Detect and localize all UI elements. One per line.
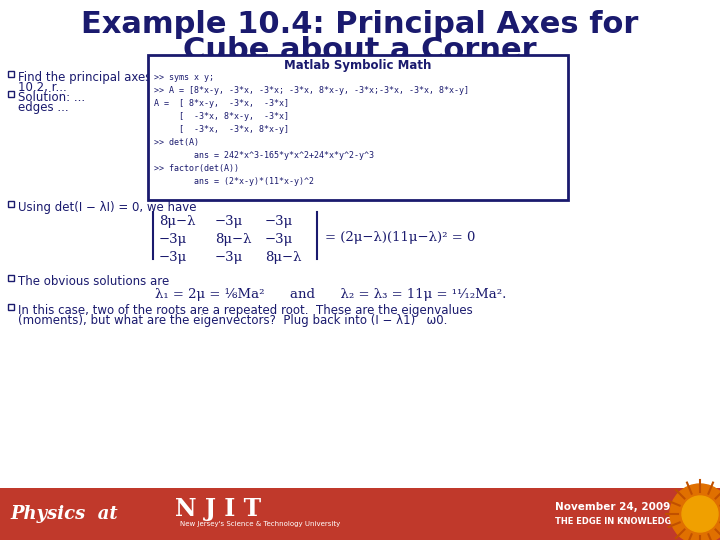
Bar — [0, 488, 720, 540]
Text: = (2μ−λ)(11μ−λ)² = 0: = (2μ−λ)(11μ−λ)² = 0 — [325, 231, 475, 244]
Text: Using det(I − λI) = 0, we have: Using det(I − λI) = 0, we have — [18, 201, 197, 214]
Circle shape — [670, 484, 720, 540]
Text: (moments), but what are the eigenvectors?  Plug back into (I − λ1)   ω0.: (moments), but what are the eigenvectors… — [18, 314, 447, 327]
Bar — [8, 275, 14, 281]
Bar — [8, 201, 14, 207]
Text: −3μ: −3μ — [215, 215, 243, 228]
Text: ans = (2*x-y)*(11*x-y)^2: ans = (2*x-y)*(11*x-y)^2 — [154, 177, 314, 186]
Text: Solution: ...: Solution: ... — [18, 91, 85, 104]
Text: Matlab Symbolic Math: Matlab Symbolic Math — [284, 59, 432, 72]
Text: [  -3*x, 8*x-y,  -3*x]: [ -3*x, 8*x-y, -3*x] — [154, 112, 289, 121]
Text: Find the principal axes and corresponding moments for the cube of Example: Find the principal axes and correspondin… — [18, 71, 471, 84]
Bar — [8, 91, 14, 97]
Text: Example 10.4: Principal Axes for: Example 10.4: Principal Axes for — [81, 10, 639, 39]
Text: >> det(A): >> det(A) — [154, 138, 199, 147]
Text: −3μ: −3μ — [265, 233, 293, 246]
Text: A =  [ 8*x-y,  -3*x,  -3*x]: A = [ 8*x-y, -3*x, -3*x] — [154, 99, 289, 108]
Text: −3μ: −3μ — [159, 251, 187, 264]
Text: [  -3*x,  -3*x, 8*x-y]: [ -3*x, -3*x, 8*x-y] — [154, 125, 289, 134]
Text: 8μ−λ: 8μ−λ — [215, 233, 251, 246]
Circle shape — [682, 496, 718, 532]
Text: N J I T: N J I T — [175, 497, 261, 521]
Text: In this case, two of the roots are a repeated root.  These are the eigenvalues: In this case, two of the roots are a rep… — [18, 304, 473, 317]
Text: >> syms x y;: >> syms x y; — [154, 73, 214, 82]
Text: >> factor(det(A)): >> factor(det(A)) — [154, 164, 239, 173]
Text: edges ...: edges ... — [18, 101, 68, 114]
Bar — [8, 71, 14, 77]
Text: 8μ−λ: 8μ−λ — [159, 215, 196, 228]
Text: ans = 242*x^3-165*y*x^2+24*x*y^2-y^3: ans = 242*x^3-165*y*x^2+24*x*y^2-y^3 — [154, 151, 374, 160]
Text: THE EDGE IN KNOWLEDGE: THE EDGE IN KNOWLEDGE — [555, 516, 677, 525]
Text: −3μ: −3μ — [215, 251, 243, 264]
Text: The obvious solutions are: The obvious solutions are — [18, 275, 169, 288]
Text: Cube about a Corner: Cube about a Corner — [183, 36, 537, 65]
Text: 8μ−λ: 8μ−λ — [265, 251, 302, 264]
Text: −3μ: −3μ — [159, 233, 187, 246]
Text: Physics  at: Physics at — [10, 505, 118, 523]
Bar — [8, 304, 14, 310]
Text: 10.2, r...: 10.2, r... — [18, 81, 67, 94]
Text: −3μ: −3μ — [265, 215, 293, 228]
Text: >> A = [8*x-y, -3*x, -3*x; -3*x, 8*x-y, -3*x;-3*x, -3*x, 8*x-y]: >> A = [8*x-y, -3*x, -3*x; -3*x, 8*x-y, … — [154, 86, 469, 95]
Text: New Jersey's Science & Technology University: New Jersey's Science & Technology Univer… — [180, 521, 341, 527]
Bar — [148, 55, 568, 200]
Text: λ₁ = 2μ = ⅙Ma²      and      λ₂ = λ₃ = 11μ = ¹¹⁄₁₂Ma².: λ₁ = 2μ = ⅙Ma² and λ₂ = λ₃ = 11μ = ¹¹⁄₁₂… — [155, 288, 506, 301]
Text: November 24, 2009: November 24, 2009 — [555, 502, 670, 512]
